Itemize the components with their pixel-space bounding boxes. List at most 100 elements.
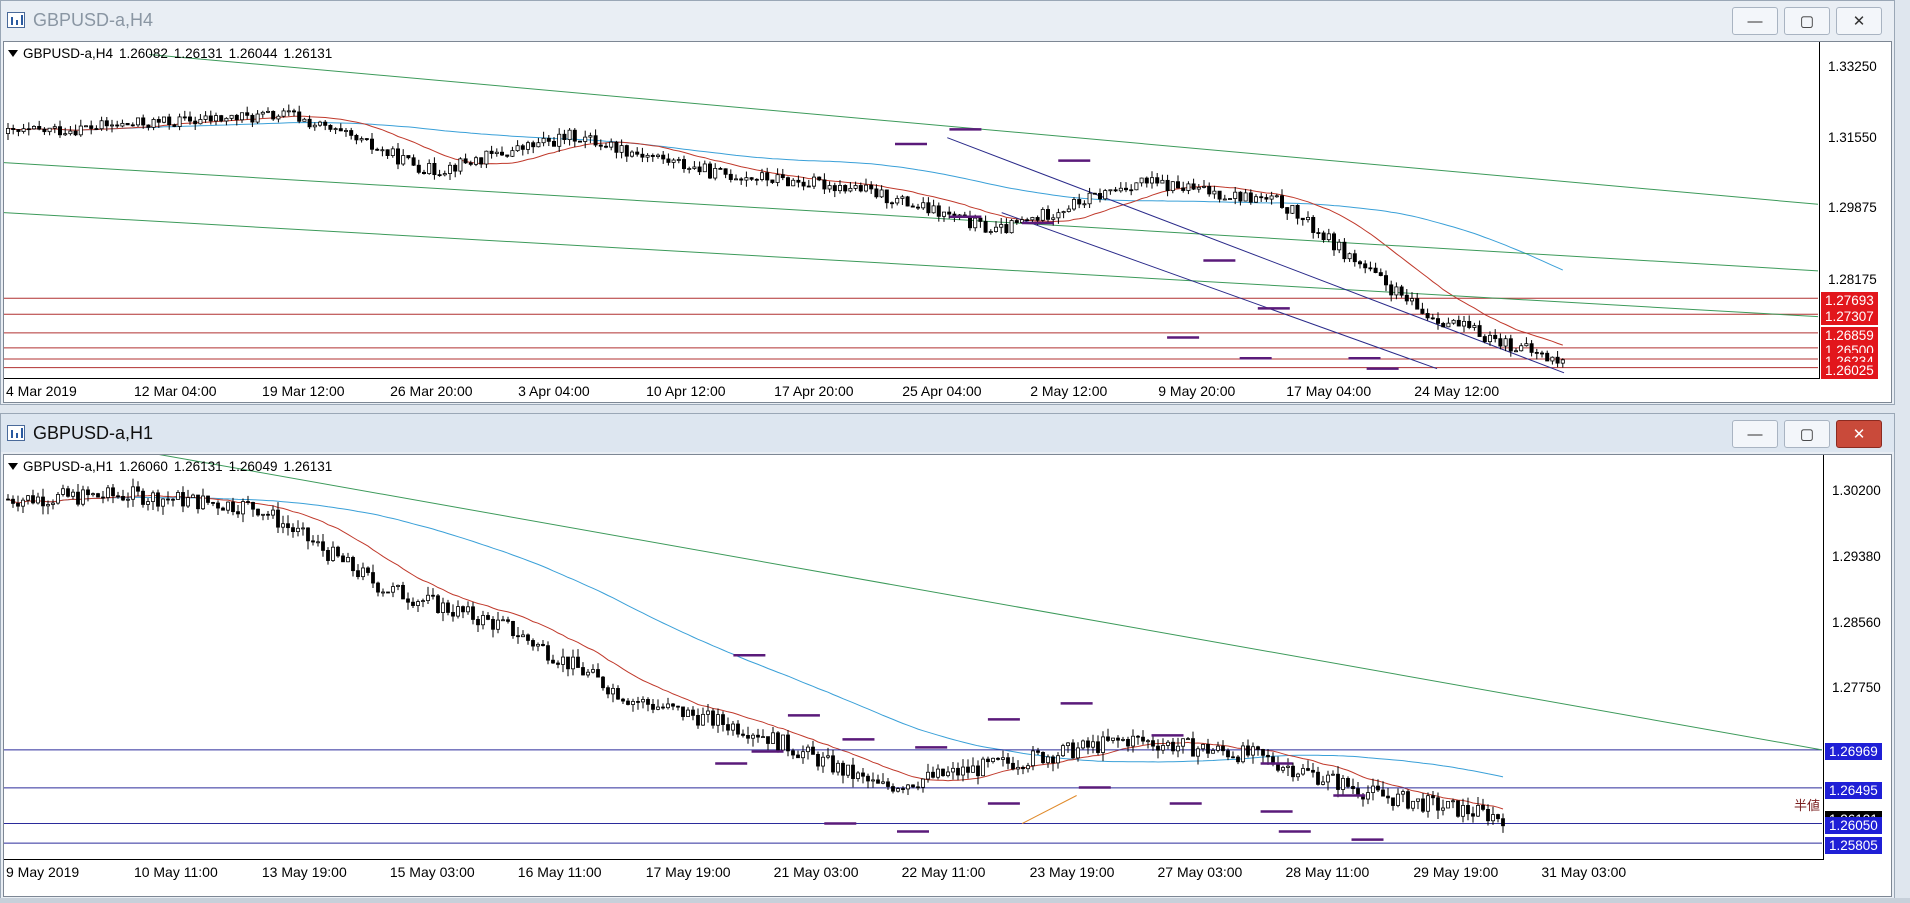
candle-body: [203, 115, 208, 120]
chart-area[interactable]: GBPUSD-a,H4 1.26082 1.26131 1.26044 1.26131 …: [3, 41, 1892, 403]
price-plot[interactable]: GBPUSD-a,H1 1.26060 1.26131 1.26049 1.26131 …: [4, 455, 1824, 860]
candle-body: [380, 149, 385, 152]
collapse-triangle-icon[interactable]: [8, 50, 18, 57]
candle-body: [281, 110, 286, 117]
candle-body: [619, 145, 624, 153]
candle-body: [1491, 814, 1495, 822]
candle-body: [341, 555, 345, 563]
time-tick: 17 May 19:00: [645, 864, 731, 880]
time-tick: 3 Apr 04:00: [518, 383, 590, 399]
candle-body: [661, 706, 665, 709]
candle-body: [1036, 750, 1040, 753]
candle-body: [156, 119, 161, 123]
price-tick: 1.31550: [1828, 130, 1877, 146]
candle-body: [354, 134, 359, 141]
candle-body: [896, 788, 900, 792]
window-titlebar[interactable]: GBPUSD-a,H1 — ▢ ✕: [1, 414, 1894, 452]
candle-body: [1264, 197, 1269, 200]
candle-body: [636, 701, 640, 703]
candle-body: [541, 137, 546, 144]
candles: [6, 104, 1565, 368]
candles: [6, 478, 1505, 833]
candle-body: [115, 124, 120, 127]
candle-body: [786, 177, 791, 187]
candle-body: [526, 634, 530, 641]
minimize-button[interactable]: —: [1732, 7, 1778, 35]
candle-body: [858, 185, 863, 192]
close-button[interactable]: ✕: [1836, 420, 1882, 448]
window-titlebar[interactable]: GBPUSD-a,H4 — ▢ ✕: [1, 1, 1894, 39]
candle-body: [692, 166, 697, 169]
chart-window-h1[interactable]: GBPUSD-a,H1 — ▢ ✕ GBPUSD-a,H1 1.26060 1.26…: [0, 413, 1895, 899]
price-label: 1.26025: [1821, 361, 1878, 379]
candle-body: [832, 185, 837, 192]
candle-body: [781, 734, 785, 751]
candle-body: [1295, 204, 1300, 219]
candle-body: [111, 487, 115, 497]
candle-body: [718, 168, 723, 170]
time-tick: 9 May 2019: [6, 864, 80, 880]
candle-body: [761, 736, 765, 739]
candle-body: [1186, 738, 1190, 741]
chart-window-h4[interactable]: GBPUSD-a,H4 — ▢ ✕ GBPUSD-a,H4 1.26082 1.26…: [0, 0, 1895, 405]
candle-body: [441, 602, 445, 613]
candle-body: [1261, 749, 1265, 756]
candle-body: [510, 150, 515, 157]
close-button[interactable]: ✕: [1836, 7, 1882, 35]
candle-body: [848, 187, 853, 192]
candle-body: [1436, 318, 1441, 324]
candle-body: [1376, 785, 1380, 791]
price-label: 1.26495: [1825, 781, 1882, 799]
candle-body: [1256, 746, 1260, 750]
candle-body: [37, 125, 42, 130]
candle-body: [463, 158, 468, 164]
candle-body: [701, 713, 705, 726]
moving-average-fast: [7, 115, 1563, 346]
candle-body: [1259, 196, 1264, 199]
candle-body: [716, 714, 720, 726]
candle-body: [306, 527, 310, 542]
time-tick: 15 May 03:00: [389, 864, 475, 880]
candle-body: [836, 762, 840, 773]
candle-body: [1165, 179, 1170, 192]
maximize-button[interactable]: ▢: [1784, 7, 1830, 35]
candle-body: [906, 784, 910, 790]
candle-body: [481, 615, 485, 626]
candle-body: [1121, 739, 1125, 741]
candle-body: [499, 151, 504, 156]
candle-body: [1560, 359, 1565, 364]
chart-area[interactable]: GBPUSD-a,H1 1.26060 1.26131 1.26049 1.26131 …: [3, 454, 1892, 897]
candle-body: [566, 656, 570, 670]
candle-body: [151, 492, 155, 502]
candle-body: [754, 178, 759, 181]
price-plot[interactable]: GBPUSD-a,H4 1.26082 1.26131 1.26044 1.26131: [4, 42, 1820, 379]
candle-body: [426, 594, 430, 601]
collapse-triangle-icon[interactable]: [8, 463, 18, 470]
maximize-button[interactable]: ▢: [1784, 420, 1830, 448]
candle-body: [1051, 217, 1056, 220]
minimize-button[interactable]: —: [1732, 420, 1778, 448]
candle-body: [1176, 181, 1181, 189]
candle-body: [1207, 185, 1212, 195]
candle-body: [286, 110, 291, 113]
time-tick: 21 May 03:00: [773, 864, 859, 880]
candle-body: [26, 495, 30, 501]
price-tick: 1.28175: [1828, 271, 1877, 287]
candle-body: [728, 173, 733, 180]
candle-body: [1056, 212, 1061, 219]
candle-body: [1191, 738, 1195, 757]
candle-body: [1482, 336, 1487, 343]
time-tick: 12 Mar 04:00: [134, 383, 217, 399]
candle-body: [333, 128, 338, 131]
candle-body: [780, 174, 785, 179]
candle-body: [739, 178, 744, 181]
candle-body: [1111, 737, 1115, 741]
trend-line: [1001, 212, 1438, 370]
candle-body: [1555, 356, 1560, 364]
candle-body: [711, 710, 715, 726]
candle-body: [1246, 745, 1250, 756]
candle-body: [775, 174, 780, 183]
candle-body: [801, 181, 806, 187]
candle-body: [526, 142, 531, 150]
candle-body: [458, 158, 463, 172]
